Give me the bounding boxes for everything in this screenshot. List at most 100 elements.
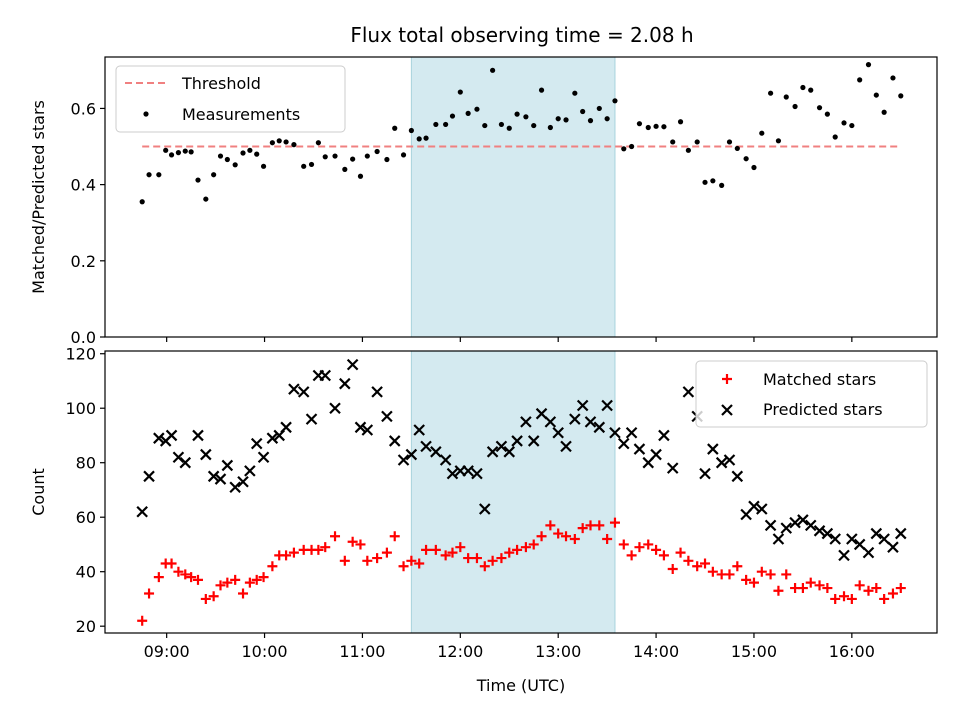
data-point [666, 462, 679, 474]
data-point [297, 386, 310, 398]
data-point [414, 558, 425, 569]
data-point [388, 435, 401, 447]
bottom-axes-frame [104, 350, 938, 634]
data-point [465, 110, 471, 116]
data-point [634, 542, 645, 553]
data-point [857, 77, 863, 83]
data-point [797, 514, 809, 526]
data-point [203, 196, 209, 202]
data-point [612, 98, 618, 104]
data-point [873, 92, 879, 98]
data-point [238, 588, 249, 599]
data-point [179, 456, 192, 469]
data-point [764, 519, 777, 532]
data-point [269, 140, 275, 146]
data-point [625, 426, 638, 439]
data-point [643, 539, 654, 550]
data-point [563, 117, 569, 123]
data-point [244, 465, 256, 477]
data-point [629, 143, 635, 150]
data-point [496, 553, 507, 564]
data-point [439, 454, 452, 466]
data-point [503, 446, 516, 458]
chart-title: Flux total observing time = 2.08 h [350, 23, 693, 47]
top-panel-ratio: 0.0 0.2 0.4 0.6 Matched/Predicted stars Thres… [29, 56, 938, 347]
data-point [594, 520, 605, 531]
data-point [430, 544, 441, 555]
data-point [357, 173, 364, 179]
data-point [217, 153, 224, 159]
data-point [898, 93, 904, 99]
data-point [527, 435, 540, 447]
data-point [797, 583, 808, 594]
data-point [182, 148, 188, 154]
data-point [633, 443, 646, 455]
data-point [572, 90, 578, 96]
data-point [447, 547, 458, 558]
data-point [308, 161, 315, 168]
data-point [457, 89, 463, 95]
data-point [511, 435, 523, 447]
data-point [354, 421, 367, 434]
data-point [381, 410, 393, 423]
data-point [846, 533, 858, 545]
data-point [724, 569, 735, 580]
data-point [895, 527, 907, 540]
data-point [871, 583, 882, 594]
data-point [281, 550, 292, 561]
data-point [553, 528, 564, 539]
data-point [650, 448, 662, 461]
data-point [824, 111, 830, 117]
bottom-y-axis-label: Count [29, 468, 48, 516]
data-point [853, 538, 866, 551]
data-point [230, 574, 241, 585]
data-point [626, 550, 637, 561]
data-point [313, 544, 324, 555]
data-point [715, 456, 728, 469]
data-point [471, 553, 482, 564]
data-point [726, 139, 733, 145]
data-point [192, 574, 203, 585]
data-point [670, 139, 676, 145]
data-point [153, 572, 164, 583]
data-point [538, 87, 545, 93]
data-point [881, 109, 887, 115]
data-point [618, 539, 629, 550]
data-point [156, 172, 162, 178]
data-point [374, 148, 380, 155]
data-point [416, 136, 422, 142]
data-point [350, 156, 356, 162]
data-point [180, 569, 191, 580]
data-point [520, 416, 532, 428]
data-point [276, 138, 282, 144]
data-point [175, 150, 182, 156]
data-point [593, 421, 606, 434]
data-point [734, 145, 740, 152]
data-point [430, 446, 442, 458]
data-point [822, 583, 833, 594]
data-point [406, 555, 417, 566]
data-point [862, 546, 875, 559]
data-point [577, 523, 588, 534]
data-point [283, 139, 289, 145]
data-point [658, 429, 670, 442]
data-point [200, 593, 211, 604]
data-point [143, 470, 155, 483]
data-point [371, 386, 383, 398]
data-point [838, 549, 850, 562]
data-point [773, 585, 784, 596]
data-point [576, 399, 589, 412]
data-point [804, 519, 817, 532]
data-point [319, 369, 332, 382]
data-point [320, 542, 331, 553]
data-point [854, 580, 865, 591]
data-point [667, 563, 678, 574]
legend-threshold-label: Threshold [181, 74, 261, 93]
data-point [890, 75, 896, 81]
data-point [364, 153, 370, 159]
data-point [692, 561, 703, 572]
data-point [208, 591, 219, 602]
data-point [301, 163, 307, 169]
data-point [839, 591, 850, 602]
data-point [381, 547, 392, 558]
